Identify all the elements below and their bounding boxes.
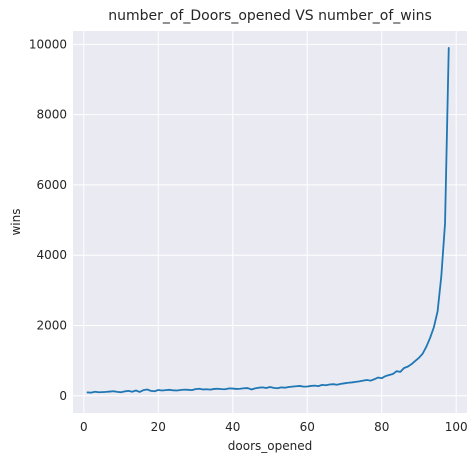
series-line <box>86 46 450 394</box>
x-tick-label: 60 <box>300 420 315 434</box>
plot-background <box>73 31 467 413</box>
x-tick-label: 20 <box>151 420 166 434</box>
x-tick-label: 80 <box>374 420 389 434</box>
x-tick-label: 100 <box>445 420 468 434</box>
x-tick-labels: 0 20 40 60 80 100 <box>80 420 468 434</box>
y-gridlines <box>73 43 467 397</box>
x-gridlines <box>83 31 457 413</box>
y-tick-label: 0 <box>59 389 67 403</box>
y-tick-label: 4000 <box>36 248 67 262</box>
x-tick-label: 0 <box>80 420 88 434</box>
x-axis-label: doors_opened <box>228 439 312 453</box>
y-axis-label: wins <box>9 208 23 235</box>
y-tick-label: 8000 <box>36 108 67 122</box>
y-tick-labels: 0 2000 4000 6000 8000 10000 <box>29 37 67 402</box>
y-tick-label: 2000 <box>36 318 67 332</box>
y-tick-label: 10000 <box>29 37 67 51</box>
x-tick-label: 40 <box>225 420 240 434</box>
chart-title: number_of_Doors_opened VS number_of_wins <box>108 8 432 24</box>
y-tick-label: 6000 <box>36 178 67 192</box>
